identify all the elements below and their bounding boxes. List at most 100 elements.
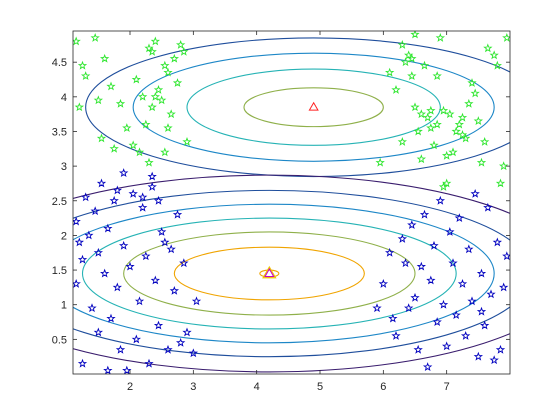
lower-cluster-point-20 <box>125 261 135 271</box>
lower-cluster-point-29 <box>153 320 164 330</box>
upper-cluster-point-52 <box>454 119 464 129</box>
upper-cluster-point-69 <box>410 102 420 112</box>
lower-cluster-point-65 <box>451 310 461 320</box>
lower-cluster-point-76 <box>486 289 496 299</box>
lower-cluster-point-2 <box>74 237 84 247</box>
upper-cluster-point-65 <box>498 161 509 171</box>
lower-cluster-point-59 <box>432 317 442 326</box>
lower-cluster-point-78 <box>492 237 502 247</box>
upper-cluster-point-70 <box>432 71 442 81</box>
upper-cluster-point-58 <box>473 116 484 126</box>
upper-cluster-point-63 <box>492 60 502 70</box>
lower-contour-6 <box>73 174 510 373</box>
lower-cluster-point-24 <box>138 202 148 212</box>
lower-cluster-point-81 <box>495 344 506 354</box>
y-tick-label-2: 1.5 <box>52 265 67 277</box>
upper-cluster-point-66 <box>502 33 510 42</box>
upper-cluster-point-73 <box>426 105 436 115</box>
lower-cluster-point-22 <box>131 334 141 344</box>
x-tick-label-4: 6 <box>380 381 386 393</box>
x-tick-label-0: 2 <box>127 381 133 393</box>
upper-cluster-point-46 <box>435 33 446 42</box>
lower-cluster-point-58 <box>429 240 439 250</box>
upper-cluster-point-14 <box>141 119 151 129</box>
lower-cluster-point-27 <box>147 171 157 181</box>
upper-cluster-point-12 <box>131 74 141 84</box>
lower-cluster-point-71 <box>470 188 480 198</box>
lower-cluster-point-23 <box>134 296 145 306</box>
upper-cluster-point-42 <box>423 112 433 122</box>
upper-cluster-point-45 <box>432 119 442 129</box>
x-tick-label-5: 7 <box>444 381 450 393</box>
lower-cluster-point-53 <box>413 344 423 354</box>
lower-cluster-point-73 <box>476 268 487 278</box>
upper-cluster-point-55 <box>464 98 474 108</box>
lower-cluster-point-38 <box>182 327 192 337</box>
lower-cluster-point-42 <box>103 365 113 374</box>
lower-cluster-point-44 <box>138 192 148 202</box>
upper-cluster-point-26 <box>175 39 186 49</box>
lower-cluster-point-74 <box>480 320 490 330</box>
y-tick-label-7: 4 <box>61 92 67 104</box>
lower-cluster-point-13 <box>106 313 116 323</box>
lower-contour-0 <box>259 269 280 278</box>
lower-cluster-point-41 <box>77 358 88 368</box>
lower-cluster-point-48 <box>397 233 408 243</box>
upper-cluster-point-57 <box>470 88 480 98</box>
lower-cluster-point-52 <box>410 292 420 302</box>
lower-cluster-point-69 <box>464 244 474 254</box>
lower-cluster-point-68 <box>460 330 471 340</box>
contour-lines <box>73 37 510 373</box>
upper-cluster-point-76 <box>160 60 170 70</box>
lower-cluster-point-1 <box>73 279 81 288</box>
upper-cluster-point-56 <box>467 78 477 87</box>
lower-cluster-point-11 <box>100 268 110 278</box>
lower-cluster-point-18 <box>119 240 129 250</box>
upper-cluster-point-21 <box>157 95 167 105</box>
upper-cluster-point-37 <box>407 71 417 81</box>
upper-cluster-point-19 <box>150 91 160 101</box>
lower-cluster-point-80 <box>502 251 510 261</box>
lower-cluster-point-49 <box>400 258 411 268</box>
upper-cluster-point-22 <box>160 147 170 157</box>
upper-cluster-point-30 <box>134 147 145 157</box>
upper-cluster-point-27 <box>179 46 189 56</box>
upper-cluster-point-31 <box>109 143 119 153</box>
y-tick-label-8: 4.5 <box>52 57 67 69</box>
upper-cluster-point-9 <box>115 98 126 108</box>
upper-cluster-point-4 <box>74 102 84 112</box>
lower-contour-1 <box>173 246 365 301</box>
upper-cluster-point-24 <box>166 109 176 119</box>
upper-cluster-point-59 <box>476 157 487 167</box>
plot-area-frame <box>72 30 511 375</box>
lower-center-marker <box>264 268 275 277</box>
lower-cluster-point-25 <box>141 251 151 261</box>
lower-cluster-point-26 <box>144 358 154 368</box>
upper-cluster-point-16 <box>147 46 157 56</box>
y-tick-label-4: 2.5 <box>52 196 67 208</box>
upper-cluster-point-54 <box>461 133 471 143</box>
axes: 2 3 4 5 6 7 0.5 1 1.5 2 2.5 3 3.5 4 4.5 <box>52 31 510 393</box>
lower-cluster-point-36 <box>176 337 186 347</box>
upper-cluster-point-29 <box>144 157 154 167</box>
upper-cluster-point-20 <box>153 84 164 94</box>
upper-cluster-point-47 <box>438 105 449 115</box>
lower-cluster-point-83 <box>388 313 398 323</box>
upper-cluster-point-50 <box>448 147 458 157</box>
lower-contour-2 <box>123 231 416 316</box>
upper-cluster-point-51 <box>451 126 461 136</box>
upper-cluster-point-77 <box>407 53 417 63</box>
upper-cluster-point-64 <box>495 178 506 188</box>
x-tick-label-2: 4 <box>254 381 260 393</box>
upper-cluster-point-79 <box>416 109 426 119</box>
upper-cluster-point-35 <box>400 57 411 67</box>
upper-cluster-point-68 <box>438 182 449 191</box>
upper-cluster-point-3 <box>90 33 100 42</box>
lower-cluster-point-72 <box>473 351 483 361</box>
upper-cluster-point-13 <box>138 91 148 101</box>
lower-cluster-point-21 <box>128 188 138 198</box>
lower-cluster-point-61 <box>438 299 449 309</box>
upper-cluster-point-1 <box>77 60 88 70</box>
upper-cluster-point-40 <box>416 154 426 164</box>
